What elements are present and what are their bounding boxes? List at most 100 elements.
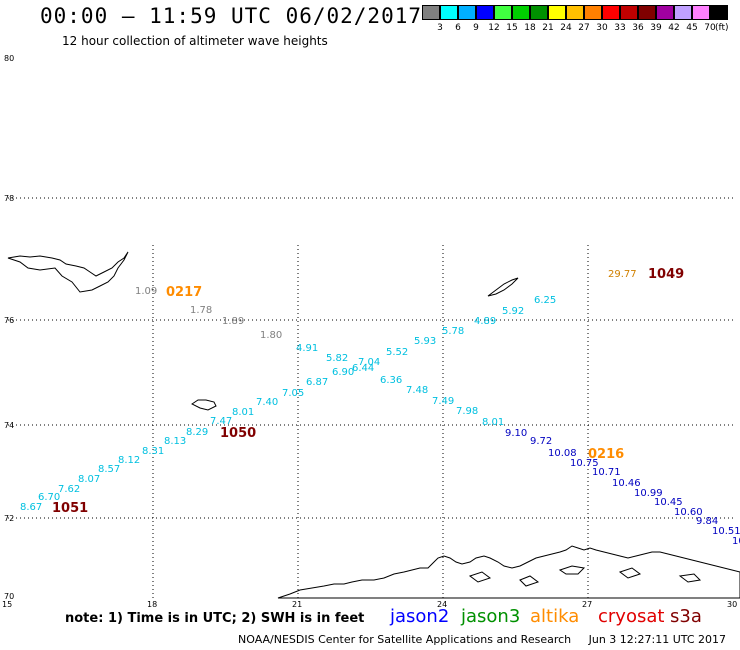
scale-label: 18 — [524, 23, 536, 33]
wave-height-value: 7.05 — [282, 388, 304, 399]
lat-label: 74 — [4, 421, 14, 430]
wave-height-value: 9.84 — [696, 516, 718, 527]
wave-height-labels: 1.09 1.78 1.89 1.80 8.676.707.628.078.578.12… — [20, 267, 740, 547]
coastline-norway — [277, 545, 740, 599]
pass-id-label: 1051 — [52, 501, 88, 516]
wave-height-value: 10.08 — [548, 448, 577, 459]
scale-label: 6 — [455, 23, 461, 33]
wave-height-value: 10.99 — [634, 488, 663, 499]
wave-height-value: 10.51 — [712, 526, 740, 537]
satellite-altika: altika — [530, 606, 580, 627]
wave-height-value: 8.01 — [232, 407, 254, 418]
lon-label: 15 — [2, 600, 12, 609]
scale-swatch — [656, 5, 674, 20]
scale-label: 3 — [437, 23, 443, 33]
wave-height-value: 9.72 — [530, 436, 552, 447]
scale-swatch — [422, 5, 440, 20]
scale-label: 39 — [650, 23, 662, 33]
scale-swatch — [458, 5, 476, 20]
wave-height-value: 5.78 — [442, 326, 464, 337]
wave-height-value: 7.47 — [210, 416, 232, 427]
wave-height-value: 7.40 — [256, 397, 278, 408]
lon-label: 18 — [147, 600, 157, 609]
scale-label: 45 — [686, 23, 698, 33]
scale-label: 33 — [614, 23, 626, 33]
scale-swatch — [692, 5, 710, 20]
scale-label: 36 — [632, 23, 644, 33]
scale-swatch — [440, 5, 458, 20]
wave-height-value: 8.31 — [142, 446, 164, 457]
wave-height-value: 10.46 — [612, 478, 641, 489]
scale-label: 27 — [578, 23, 590, 33]
scale-label: 12 — [488, 23, 500, 33]
lon-label: 24 — [437, 600, 447, 609]
wave-height-value: 7.98 — [456, 406, 478, 417]
legend-note: note: 1) Time is in UTC; 2) SWH is in fe… — [65, 611, 365, 626]
scale-label: 30 — [596, 23, 608, 33]
wave-height-value: 1.89 — [222, 316, 244, 327]
wave-height-value: 6.36 — [380, 375, 402, 386]
map-title: 00:00 – 11:59 UTC 06/02/2017 — [40, 4, 423, 28]
wave-height-value: 7.62 — [58, 484, 80, 495]
satellite-cryosat: cryosat — [598, 606, 665, 627]
scale-swatch — [494, 5, 512, 20]
pass-id-label: 0217 — [166, 285, 202, 300]
scale-swatch — [566, 5, 584, 20]
wave-height-value: 10 — [732, 536, 740, 547]
wave-height-value: 8.13 — [164, 436, 186, 447]
wave-height-value: 5.93 — [414, 336, 436, 347]
wave-height-value: 9.10 — [505, 428, 527, 439]
wave-height-value: 29.77 — [608, 269, 637, 280]
wave-height-value: 6.25 — [534, 295, 556, 306]
scale-swatch — [710, 5, 728, 20]
timestamp-text: Jun 3 12:27:11 UTC 2017 — [588, 633, 727, 646]
footer-credit: NOAA/NESDIS Center for Satellite Applica… — [238, 633, 726, 646]
scale-swatch — [674, 5, 692, 20]
wave-height-value: 6.87 — [306, 377, 328, 388]
wave-height-value: 5.52 — [386, 347, 408, 358]
coastline-hopen — [487, 277, 519, 297]
wave-height-value: 8.29 — [186, 427, 208, 438]
lat-label: 72 — [4, 514, 14, 523]
coastline — [7, 251, 740, 599]
wave-height-value: 8.57 — [98, 464, 120, 475]
scale-swatch — [530, 5, 548, 20]
coastline-svalbard — [7, 251, 129, 293]
lat-label: 80 — [4, 54, 14, 63]
scale-swatch — [584, 5, 602, 20]
lat-label: 76 — [4, 316, 14, 325]
satellite-jason3: jason3 — [461, 606, 521, 627]
scale-swatch — [602, 5, 620, 20]
scale-label: 24 — [560, 23, 572, 33]
scale-swatch — [512, 5, 530, 20]
wave-height-value: 1.09 — [135, 286, 157, 297]
lat-label: 78 — [4, 194, 14, 203]
wave-height-value: 1.80 — [260, 330, 282, 341]
lon-label: 27 — [582, 600, 592, 609]
wave-height-value: 1.78 — [190, 305, 212, 316]
wave-height-value: 5.92 — [502, 306, 524, 317]
wave-height-value: 7.48 — [406, 385, 428, 396]
wave-height-value: 6.90 — [332, 367, 354, 378]
scale-label: 15 — [506, 23, 518, 33]
wave-height-value: 8.67 — [20, 502, 42, 513]
scale-label: 70 — [704, 23, 716, 33]
wave-height-value: 5.82 — [326, 353, 348, 364]
wave-height-value: 7.49 — [432, 396, 454, 407]
lat-label: 70 — [4, 592, 14, 601]
lon-label: 30 — [727, 600, 737, 609]
wave-height-value: 8.12 — [118, 455, 140, 466]
scale-swatch — [548, 5, 566, 20]
wave-height-value: 6.70 — [38, 492, 60, 503]
scale-label: 21 — [542, 23, 554, 33]
wave-height-value: 8.01 — [482, 417, 504, 428]
scale-swatch — [638, 5, 656, 20]
pass-id-label: 0216 — [588, 447, 624, 462]
wave-height-value: 8.07 — [78, 474, 100, 485]
scale-swatch — [476, 5, 494, 20]
wave-height-value: 4.89 — [474, 316, 496, 327]
scale-label: 42 — [668, 23, 680, 33]
scale-label: 9 — [473, 23, 479, 33]
